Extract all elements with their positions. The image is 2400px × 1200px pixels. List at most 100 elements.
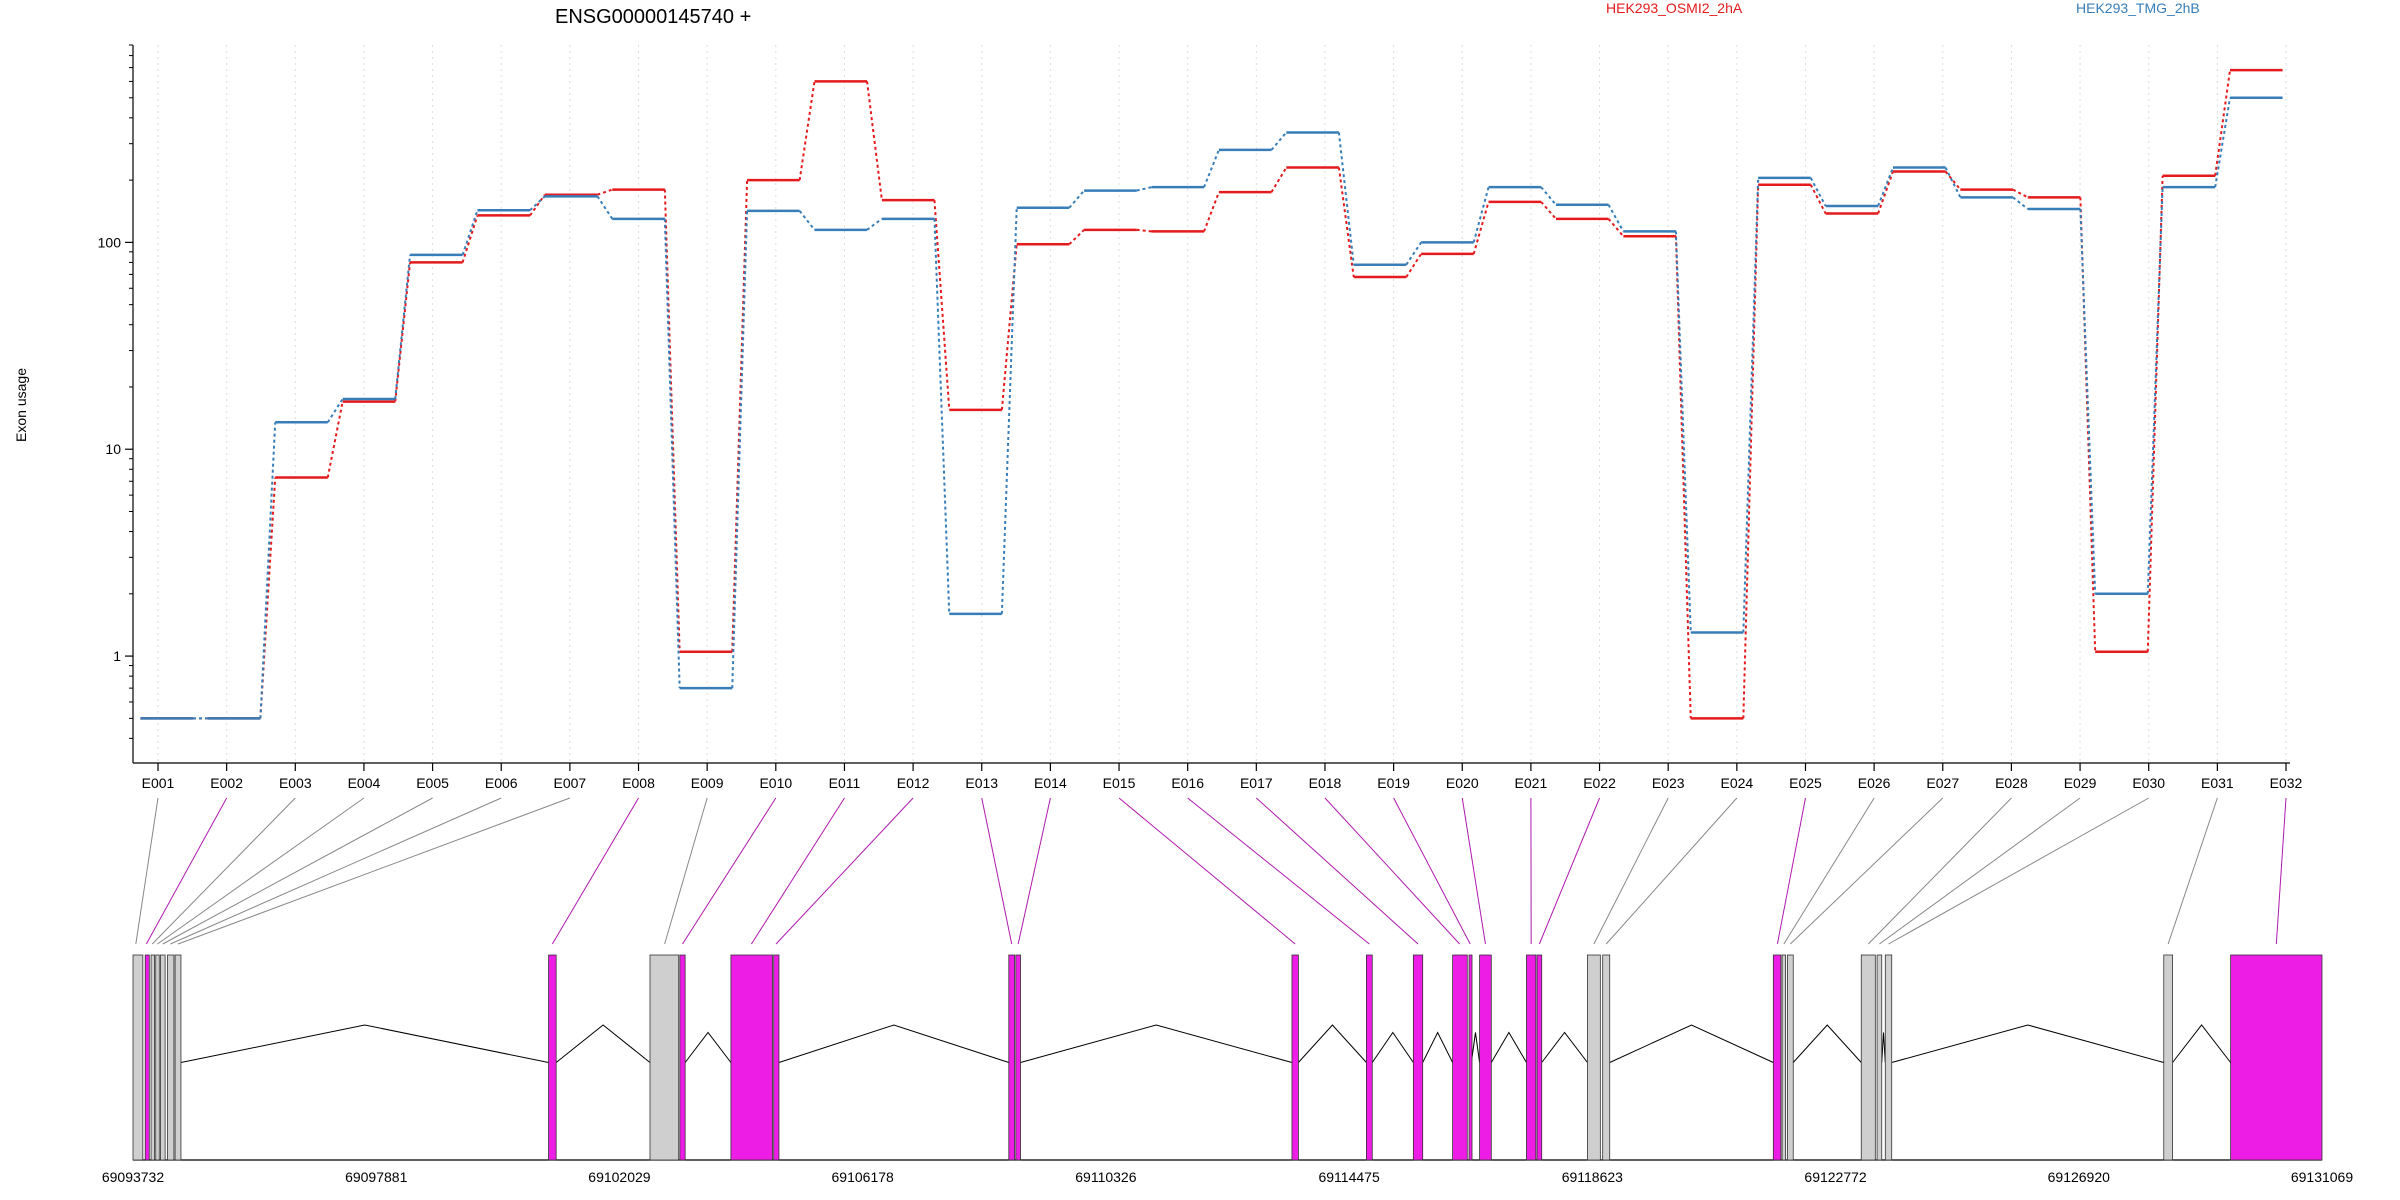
intron-line — [180, 1024, 549, 1063]
series-connector — [1540, 201, 1557, 220]
exon-connector — [135, 797, 159, 945]
series-connector — [1136, 186, 1152, 192]
series-connector — [2079, 197, 2097, 652]
exon-connector — [1187, 797, 1370, 945]
intron-line — [1792, 1024, 1862, 1063]
y-axis-label: Exon usage — [13, 368, 29, 442]
connector-layer — [135, 797, 2287, 945]
genomic-tick-label: 69102029 — [588, 1169, 651, 1185]
series-connector — [1136, 228, 1152, 233]
exon-box — [1412, 954, 1424, 1161]
exon-box — [1468, 954, 1473, 1161]
exon-box — [1015, 954, 1021, 1161]
exon-box — [1884, 954, 1893, 1161]
chart-title: ENSG00000145740 + — [555, 6, 751, 28]
series-connector — [933, 218, 951, 614]
x-tick-label: E023 — [1652, 775, 1685, 791]
exon-box — [548, 954, 557, 1161]
series-connector — [798, 81, 816, 181]
x-tick-label: E010 — [759, 775, 792, 791]
series-connector — [1270, 167, 1288, 193]
series-connector — [2079, 208, 2097, 594]
legend-tmg: HEK293_TMG_2hB — [2076, 0, 2200, 16]
exon-box — [150, 954, 155, 1161]
intron-line — [555, 1024, 651, 1063]
x-tick-label: E016 — [1171, 775, 1204, 791]
exon-connector — [1017, 797, 1051, 945]
exon-connector — [1776, 797, 1806, 945]
x-tick-label: E025 — [1789, 775, 1822, 791]
series-connector — [1472, 201, 1490, 255]
x-tick-label: E022 — [1583, 775, 1616, 791]
x-tick-label: E031 — [2201, 775, 2234, 791]
exon-connector — [1605, 797, 1738, 945]
x-tick-label: E009 — [691, 775, 724, 791]
exon-connector — [1324, 797, 1461, 945]
x-tick-label: E006 — [485, 775, 518, 791]
y-tick-label: 1 — [113, 648, 121, 664]
exon-connector — [682, 797, 777, 945]
exon-connector — [551, 797, 639, 945]
series-connector — [731, 180, 749, 652]
x-tick-label: E014 — [1034, 775, 1067, 791]
grid-layer — [157, 45, 2287, 763]
x-tick-label: E020 — [1446, 775, 1479, 791]
exon-box — [1781, 954, 1787, 1161]
series-connector — [394, 254, 412, 400]
intron-line — [778, 1024, 1009, 1063]
series-connector — [1877, 171, 1894, 214]
intron-line — [684, 1031, 732, 1063]
x-tick-label: E013 — [965, 775, 998, 791]
x-tick-label: E032 — [2270, 775, 2303, 791]
exon-box — [649, 954, 680, 1161]
exon-connector — [1879, 797, 2081, 945]
series-connector — [1809, 184, 1827, 214]
series-connector — [2012, 196, 2029, 210]
series-connector — [259, 422, 277, 719]
exon-box — [174, 954, 182, 1161]
exon-connector — [157, 797, 365, 945]
series-connector — [1405, 253, 1422, 278]
axes-layer: 1 10 100 E001 E002 E003 E004 E005 E006 E007 E008 E0… — [98, 44, 2303, 791]
exon-box — [1479, 954, 1492, 1161]
intron-line — [2172, 1024, 2231, 1063]
x-tick-label: E024 — [1720, 775, 1753, 791]
intron-line — [1371, 1031, 1414, 1063]
exon-connector — [145, 797, 228, 945]
x-tick-label: E004 — [348, 775, 381, 791]
exon-box — [1526, 954, 1537, 1161]
series-connector — [596, 195, 614, 220]
y-tick-label: 100 — [98, 234, 122, 250]
series-connector — [1068, 229, 1085, 245]
genomic-tick-label: 69110326 — [1075, 1169, 1136, 1185]
series-connector — [1742, 177, 1760, 633]
exon-connector — [1538, 797, 1601, 945]
series-connector — [663, 189, 681, 652]
exon-connector — [2167, 797, 2218, 945]
legend-osmi: HEK293_OSMI2_2hA — [1606, 0, 1743, 16]
x-tick-label: E008 — [622, 775, 655, 791]
series-connector — [1877, 167, 1894, 207]
genomic-tick-label: 69114475 — [1318, 1169, 1379, 1185]
exon-box — [1602, 954, 1611, 1161]
exon-connector — [1393, 797, 1471, 945]
series-connector — [1203, 149, 1220, 188]
exon-box — [1772, 954, 1782, 1161]
exon-connector — [981, 797, 1013, 945]
genomic-tick-label: 69126920 — [2048, 1169, 2111, 1185]
x-tick-label: E027 — [1926, 775, 1959, 791]
exon-box — [730, 954, 773, 1161]
x-tick-label: E019 — [1377, 775, 1410, 791]
series-connector — [1607, 204, 1625, 232]
x-tick-label: E026 — [1858, 775, 1891, 791]
series-connector — [1674, 236, 1692, 719]
series-connector — [1944, 167, 1962, 198]
x-tick-label: E007 — [554, 775, 587, 791]
series-connector — [663, 218, 681, 689]
exon-connector — [1783, 797, 1875, 945]
exon-box — [167, 954, 175, 1161]
series-connector — [933, 200, 951, 410]
series-layer — [140, 68, 2283, 720]
series-connector — [1337, 132, 1355, 265]
